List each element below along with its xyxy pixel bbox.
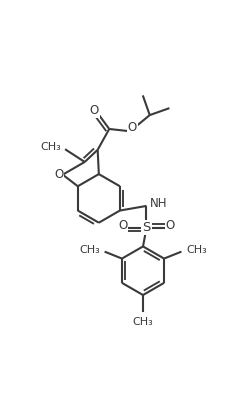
- Text: CH₃: CH₃: [41, 142, 62, 152]
- Text: O: O: [166, 219, 175, 232]
- Text: O: O: [90, 104, 99, 117]
- Text: S: S: [142, 221, 151, 235]
- Text: CH₃: CH₃: [133, 317, 153, 327]
- Text: NH: NH: [150, 197, 168, 210]
- Text: O: O: [118, 219, 127, 232]
- Text: CH₃: CH₃: [186, 245, 207, 256]
- Text: CH₃: CH₃: [79, 245, 100, 256]
- Text: O: O: [128, 121, 137, 134]
- Text: O: O: [54, 168, 63, 181]
